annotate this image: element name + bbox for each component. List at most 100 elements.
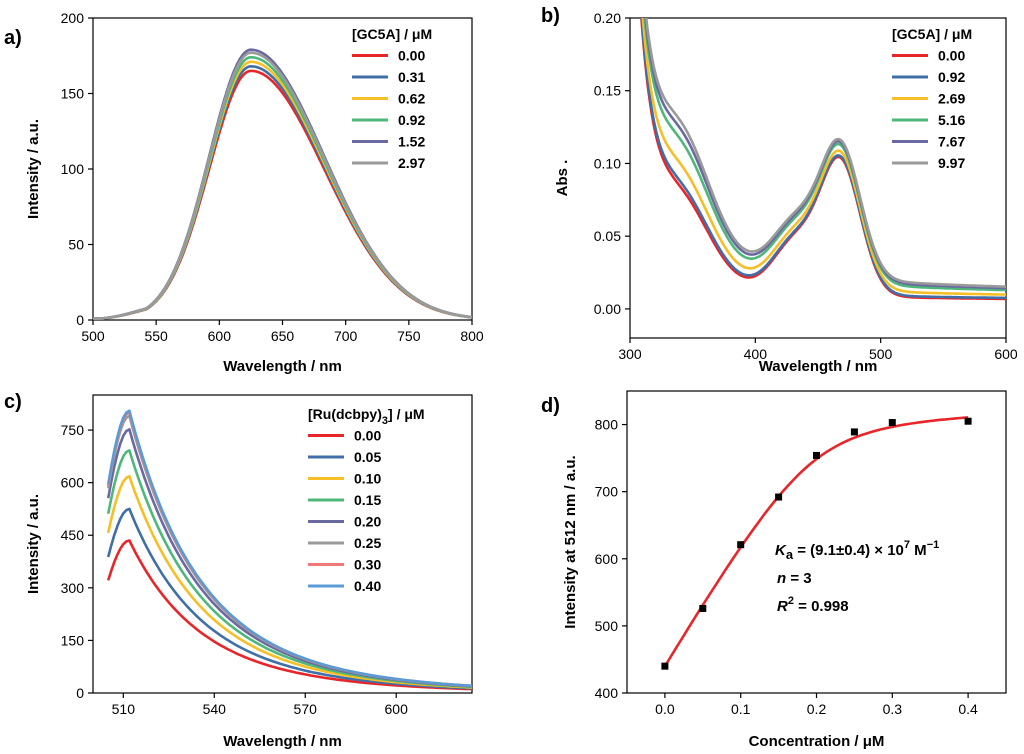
panel-b: 300 400 500 600 0.00 0.05 0.10 0.15 0.20 Waveleng… xyxy=(541,5,1018,375)
legend-entry: 0.31 xyxy=(398,69,425,85)
legend-entry: 0.00 xyxy=(354,428,381,444)
legend-entry: 0.25 xyxy=(354,535,381,551)
legend: [GC5A] / μM 0.00 0.31 0.62 0.92 1.52 2.97 xyxy=(352,26,432,171)
series-line-0.05 xyxy=(106,507,472,690)
x-axis-label: Wavelength / nm xyxy=(759,358,878,375)
data-point xyxy=(661,662,669,670)
y-tick-label: 150 xyxy=(61,632,85,648)
y-tick-label: 200 xyxy=(61,10,85,26)
y-axis-label: Intensity / a.u. xyxy=(25,119,42,219)
legend-entry: 7.67 xyxy=(938,134,965,150)
x-tick-label: 400 xyxy=(744,346,768,362)
data-point xyxy=(888,419,896,427)
y-tick-label: 0.20 xyxy=(594,10,621,26)
x-tick-label: 570 xyxy=(294,701,318,717)
x-tick-label: 0.2 xyxy=(807,701,827,717)
legend-entry: 1.52 xyxy=(398,134,425,150)
series-lines xyxy=(106,409,472,691)
legend-title-tail: ] / μM xyxy=(388,406,425,422)
series-line-0.00 xyxy=(106,539,472,691)
legend-entry: 0.15 xyxy=(354,492,381,508)
legend-entry: 0.10 xyxy=(354,471,381,487)
plot-frame xyxy=(629,17,1007,339)
series-line-0.25 xyxy=(106,414,472,688)
series-line-0.30 xyxy=(106,411,472,688)
x-axis-label: Wavelength / nm xyxy=(223,358,342,375)
y-tick-label: 800 xyxy=(595,417,619,433)
panel-label: b) xyxy=(541,5,560,27)
x-axis-label: Wavelength / nm xyxy=(223,733,342,750)
data-point xyxy=(964,417,972,425)
y-axis-label: Intensity / a.u. xyxy=(25,494,42,594)
y-tick-label: 300 xyxy=(61,580,85,596)
x-tick-label: 0.4 xyxy=(958,701,978,717)
y-tick-label: 600 xyxy=(595,551,619,567)
y-tick-label: 0.00 xyxy=(594,301,621,317)
data-point xyxy=(813,451,820,459)
legend-entry: 0.00 xyxy=(938,48,965,64)
legend-entry: 0.92 xyxy=(938,69,965,85)
y-tick-label: 0.05 xyxy=(594,228,621,244)
y-tick-label: 0 xyxy=(76,312,84,328)
plot-frame xyxy=(92,394,473,694)
y-tick-label: 150 xyxy=(61,86,85,102)
r2-symbol: R xyxy=(777,598,788,615)
series-line-2.97 xyxy=(93,51,472,320)
panel-d: 0.0 0.1 0.2 0.3 0.4 400 500 600 700 800 Concentrat… xyxy=(541,390,1007,750)
fit-curve xyxy=(663,416,969,667)
data-point xyxy=(850,428,858,436)
n-annotation: n = 3 xyxy=(777,570,812,587)
legend-entry: 9.97 xyxy=(938,155,965,171)
y-tick-label: 50 xyxy=(68,237,84,253)
legend-title: [GC5A] / μM xyxy=(892,26,972,42)
y-tick-label: 0.10 xyxy=(594,155,621,171)
panel-a: 500 550 600 650 700 750 800 0 50 100 150 200 Wavelen… xyxy=(4,10,484,375)
ka-unit: M xyxy=(910,542,927,559)
series-line-0.92 xyxy=(640,18,1006,300)
r2-annotation: R2 = 0.998 xyxy=(777,595,849,615)
series-lines xyxy=(93,48,472,320)
y-tick-label: 500 xyxy=(595,618,619,634)
panel-label: d) xyxy=(541,395,560,417)
legend-title-sub: 3 xyxy=(382,415,388,427)
legend: [GC5A] / μM 0.00 0.92 2.69 5.16 7.67 9.97 xyxy=(892,26,972,171)
n-symbol: n xyxy=(777,570,786,587)
ka-value: = (9.1±0.4) × 10 xyxy=(793,542,904,559)
x-tick-label: 0.3 xyxy=(883,701,903,717)
x-tick-label: 0.1 xyxy=(731,701,751,717)
ka-annotation: Ka = (9.1±0.4) × 107 M−1 xyxy=(775,539,939,562)
legend-entry: 0.00 xyxy=(398,48,425,64)
legend-entry: 0.92 xyxy=(398,112,425,128)
series-line-9.97 xyxy=(644,18,1006,288)
series-lines xyxy=(640,18,1006,301)
x-tick-label: 600 xyxy=(994,346,1018,362)
x-tick-label: 650 xyxy=(271,328,295,344)
legend-title: [Ru(dcbpy)3] / μM xyxy=(308,406,425,427)
x-tick-label: 540 xyxy=(203,701,227,717)
series-line-0.40 xyxy=(106,409,472,688)
y-tick-label: 450 xyxy=(61,527,85,543)
legend: [Ru(dcbpy)3] / μM0.000.050.100.150.200.2… xyxy=(308,406,425,594)
series-line-0.20 xyxy=(106,428,472,688)
x-axis-label: Concentration / μM xyxy=(749,733,885,750)
data-point xyxy=(699,604,707,612)
legend-title-main: [Ru(dcbpy) xyxy=(308,406,382,422)
x-tick-label: 750 xyxy=(397,328,421,344)
n-value: = 3 xyxy=(786,570,811,587)
y-tick-label: 400 xyxy=(595,685,619,701)
x-tick-label: 600 xyxy=(208,328,232,344)
ka-sub: a xyxy=(786,547,794,562)
series-line-0.00 xyxy=(93,69,472,320)
legend-entry: 0.05 xyxy=(354,449,381,465)
x-tick-label: 550 xyxy=(144,328,168,344)
x-tick-label: 300 xyxy=(618,346,642,362)
legend-entry: 0.20 xyxy=(354,514,381,530)
y-tick-label: 600 xyxy=(61,475,85,491)
x-tick-label: 700 xyxy=(334,328,358,344)
x-tick-label: 510 xyxy=(112,701,136,717)
panel-label: c) xyxy=(4,391,22,413)
ka-symbol: K xyxy=(775,542,787,559)
legend-title: [GC5A] / μM xyxy=(352,26,432,42)
x-tick-label: 500 xyxy=(81,328,105,344)
